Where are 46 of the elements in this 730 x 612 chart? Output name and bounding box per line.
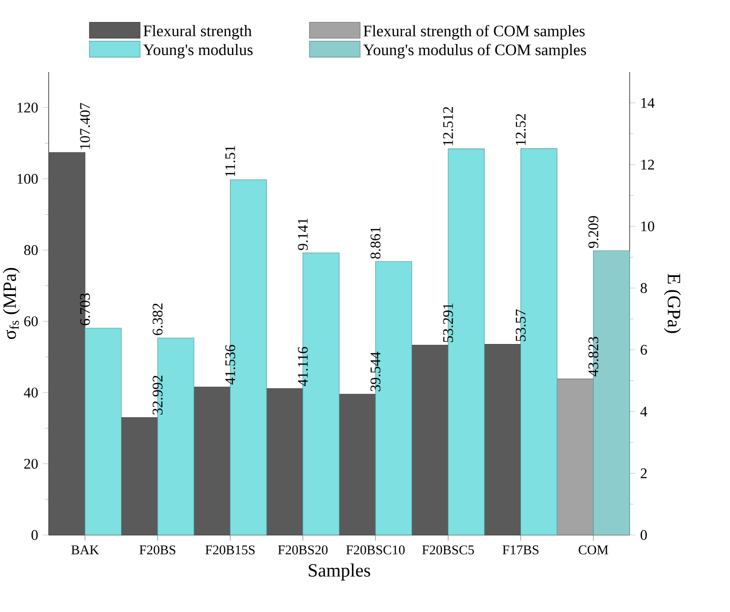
data-label: 32.992 bbox=[152, 376, 163, 415]
data-label: 11.51 bbox=[225, 146, 236, 176]
data-label: 39.544 bbox=[370, 352, 380, 392]
y2-tick-label: 6 bbox=[640, 344, 647, 355]
y2-tick-label: 12 bbox=[641, 160, 654, 170]
x-tick-label: COM bbox=[578, 545, 608, 554]
y-tick-label: 60 bbox=[24, 316, 38, 326]
y2-tick-label: 0 bbox=[640, 530, 647, 540]
data-label: 6.703 bbox=[80, 293, 90, 326]
y2-tick-label: 14 bbox=[641, 98, 655, 108]
data-label: 12.512 bbox=[443, 107, 454, 146]
x-tick-label: F20BS20 bbox=[278, 545, 328, 554]
data-label: 53.291 bbox=[443, 303, 454, 342]
y-tick-label: 80 bbox=[24, 245, 38, 256]
y2-axis-title: E (GPa) bbox=[664, 274, 681, 334]
x-tick-label: BAK bbox=[71, 545, 99, 554]
legend-label: Flexural strength bbox=[143, 25, 252, 40]
legend-label: Young's modulus of COM samples bbox=[363, 44, 586, 59]
y2-tick-label: 10 bbox=[641, 221, 654, 232]
legend-label: Flexural strength of COM samples bbox=[364, 24, 585, 40]
y-tick-label: 20 bbox=[24, 458, 38, 469]
x-tick-label: F20BS bbox=[139, 545, 176, 554]
y-tick-label: 0 bbox=[32, 530, 38, 540]
x-tick-label: F20B15S bbox=[205, 545, 255, 554]
x-axis-title: Samples bbox=[308, 564, 370, 580]
y-tick-label: 100 bbox=[18, 174, 38, 184]
data-label: 8.861 bbox=[370, 227, 380, 259]
data-label: 41.536 bbox=[225, 344, 236, 385]
y-tick-label: 40 bbox=[24, 388, 38, 398]
y-axis-title: σ$_{fs}$ (MPa) bbox=[2, 268, 20, 340]
data-label: 53.57 bbox=[516, 309, 526, 342]
x-tick-label: F20BSC10 bbox=[346, 545, 405, 554]
data-label: 9.209 bbox=[588, 216, 598, 248]
data-label: 12.52 bbox=[516, 114, 526, 145]
data-label: 43.823 bbox=[588, 336, 598, 376]
data-label: 6.382 bbox=[152, 304, 163, 336]
y2-tick-label: 2 bbox=[640, 468, 647, 478]
data-label: 9.141 bbox=[298, 218, 308, 250]
y2-tick-label: 8 bbox=[640, 283, 647, 294]
data-label: 107.407 bbox=[80, 102, 90, 149]
legend-label: Young's modulus bbox=[143, 44, 253, 59]
x-tick-label: F17BS bbox=[502, 545, 538, 554]
data-label: 41.116 bbox=[298, 346, 308, 386]
y2-tick-label: 4 bbox=[640, 406, 648, 416]
x-tick-label: F20BSC5 bbox=[422, 545, 474, 554]
y-tick-label: 120 bbox=[18, 102, 38, 113]
